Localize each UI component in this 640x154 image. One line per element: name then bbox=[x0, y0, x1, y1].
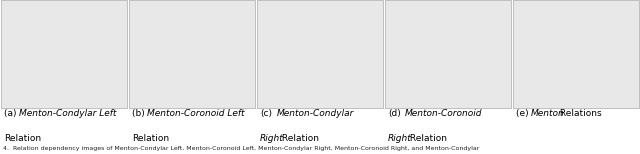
Text: 4.  Relation dependency images of Menton-Condylar Left, Menton-Coronoid Left, Me: 4. Relation dependency images of Menton-… bbox=[3, 146, 479, 151]
Text: Menton-Coronoid Left: Menton-Coronoid Left bbox=[147, 109, 244, 118]
Text: Relation: Relation bbox=[279, 134, 319, 143]
Bar bbox=[513, 0, 639, 108]
Bar bbox=[257, 0, 383, 108]
Text: Relation: Relation bbox=[407, 134, 447, 143]
Bar bbox=[1, 0, 127, 108]
Text: Relations: Relations bbox=[557, 109, 601, 118]
Text: Menton: Menton bbox=[531, 109, 565, 118]
Bar bbox=[129, 0, 255, 108]
Text: (a): (a) bbox=[4, 109, 19, 118]
Text: Menton-Condylar Left: Menton-Condylar Left bbox=[19, 109, 116, 118]
Text: (b): (b) bbox=[132, 109, 147, 118]
Bar bbox=[385, 0, 511, 108]
Text: (c): (c) bbox=[260, 109, 272, 118]
Text: (e): (e) bbox=[516, 109, 531, 118]
Text: (d): (d) bbox=[388, 109, 401, 118]
Text: Right: Right bbox=[260, 134, 284, 143]
Text: Relation: Relation bbox=[132, 134, 169, 143]
Text: Relation: Relation bbox=[4, 134, 41, 143]
Text: Right: Right bbox=[388, 134, 412, 143]
Text: Menton-Coronoid: Menton-Coronoid bbox=[404, 109, 482, 118]
Text: Menton-Condylar: Menton-Condylar bbox=[276, 109, 354, 118]
